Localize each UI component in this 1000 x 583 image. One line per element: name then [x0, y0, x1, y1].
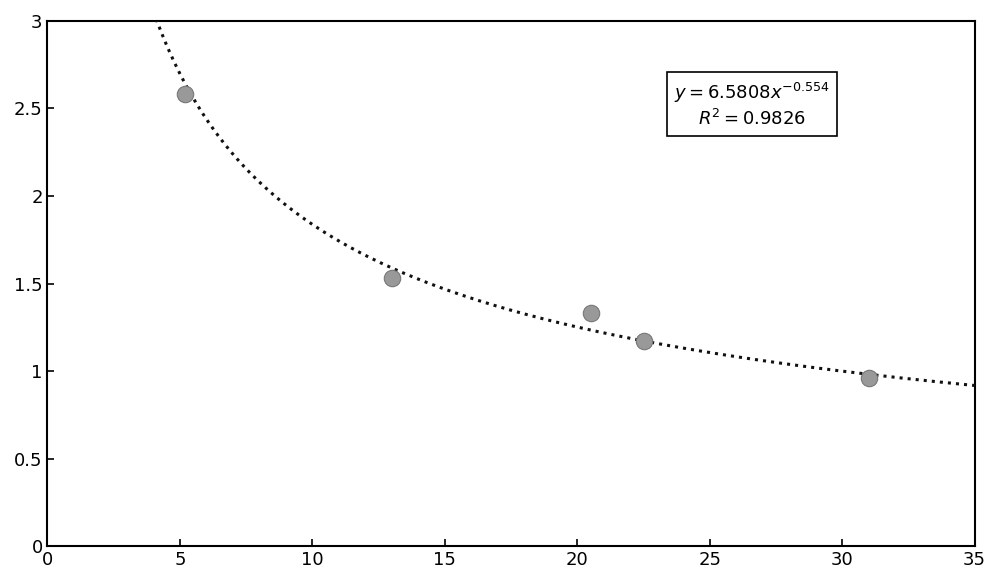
Point [384, 273, 400, 283]
Text: $y = 6.5808x^{-0.554}$
$R^{2} = 0.9826$: $y = 6.5808x^{-0.554}$ $R^{2} = 0.9826$ [674, 81, 830, 129]
Point [861, 374, 877, 383]
Point [177, 90, 193, 99]
Point [583, 308, 599, 318]
Point [636, 337, 652, 346]
